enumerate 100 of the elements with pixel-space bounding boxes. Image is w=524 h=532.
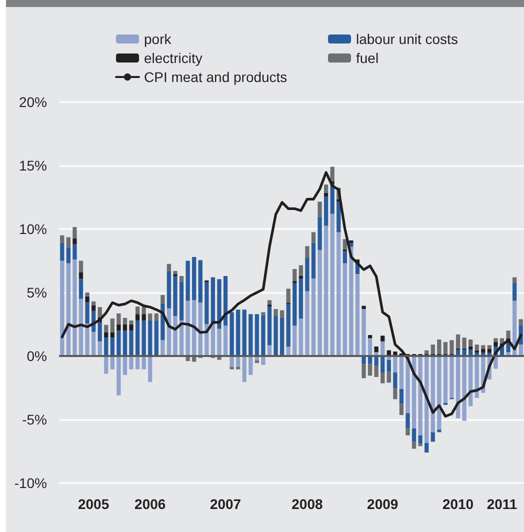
- bar: [292, 269, 297, 282]
- bar: [342, 251, 347, 264]
- bar: [437, 339, 442, 354]
- bar: [380, 336, 385, 342]
- bar: [450, 340, 454, 354]
- bar: [142, 320, 146, 356]
- bar: [506, 330, 510, 338]
- bar: [456, 334, 460, 348]
- bar: [122, 318, 128, 324]
- bar: [286, 304, 290, 346]
- bar: [85, 292, 90, 296]
- bar: [98, 307, 102, 318]
- bar: [267, 306, 272, 346]
- bar: [368, 364, 372, 376]
- bar: [349, 246, 354, 356]
- bar: [116, 356, 121, 396]
- bar: [418, 356, 422, 436]
- bar: [481, 349, 486, 353]
- bar: [424, 442, 429, 453]
- y-tick-label: 0%: [26, 348, 47, 364]
- bar: [305, 246, 310, 258]
- bar: [148, 313, 152, 320]
- bar: [399, 404, 404, 416]
- bar: [129, 330, 134, 356]
- bar: [474, 344, 479, 350]
- bar: [116, 313, 121, 324]
- bar: [166, 270, 172, 308]
- bar: [85, 302, 90, 324]
- bar: [406, 356, 410, 414]
- bar: [135, 314, 140, 320]
- bar: [148, 356, 152, 382]
- legend-label: electricity: [144, 50, 202, 66]
- bar: [110, 338, 114, 356]
- bar: [512, 282, 517, 301]
- bar: [298, 276, 303, 279]
- bar: [518, 319, 523, 326]
- bar: [362, 306, 366, 310]
- bar: [91, 332, 96, 356]
- bar: [173, 270, 178, 274]
- x-tick-label: 2009: [367, 496, 398, 512]
- bar: [412, 428, 416, 442]
- bar: [236, 366, 240, 370]
- bar: [104, 356, 108, 374]
- bar: [142, 356, 146, 370]
- bar: [230, 312, 234, 356]
- bar: [305, 291, 310, 356]
- y-tick-label: 20%: [18, 94, 47, 110]
- bar: [160, 295, 165, 304]
- bar: [160, 340, 165, 356]
- y-tick-label: 5%: [26, 284, 47, 300]
- bar: [468, 339, 473, 346]
- bar: [242, 356, 246, 382]
- bar: [91, 305, 96, 311]
- bar: [116, 330, 121, 356]
- bar: [512, 277, 517, 283]
- bar: [450, 356, 454, 398]
- bar: [342, 239, 347, 250]
- bar: [104, 338, 108, 356]
- bar: [274, 316, 278, 356]
- bar: [324, 184, 328, 193]
- y-tick-label: -10%: [14, 475, 47, 491]
- bar: [60, 242, 64, 261]
- bar: [104, 324, 108, 333]
- bar: [386, 372, 391, 383]
- bar: [418, 435, 422, 444]
- bar: [318, 216, 322, 250]
- bar: [280, 317, 284, 356]
- x-tick-label: 2008: [292, 496, 323, 512]
- bar: [474, 350, 479, 353]
- bar: [254, 360, 260, 363]
- bar: [481, 345, 486, 350]
- bar: [406, 413, 410, 428]
- bar: [248, 314, 253, 356]
- bar: [154, 313, 158, 320]
- bar: [274, 309, 278, 316]
- bar: [60, 260, 64, 356]
- bar: [60, 235, 64, 243]
- bar: [386, 360, 391, 372]
- bar: [399, 356, 404, 390]
- bar: [487, 349, 492, 353]
- bar: [142, 314, 146, 320]
- bar: [129, 356, 134, 370]
- bar: [280, 310, 284, 318]
- bar: [192, 300, 196, 356]
- bar: [192, 256, 196, 300]
- bar: [122, 356, 128, 376]
- bar: [78, 298, 84, 356]
- bar: [336, 202, 341, 232]
- bar: [267, 300, 272, 305]
- bar: [494, 342, 498, 346]
- bar: [311, 232, 316, 243]
- bar: [418, 444, 422, 446]
- bar: [72, 244, 77, 260]
- bar: [443, 356, 448, 403]
- legend-label: labour unit costs: [356, 31, 458, 47]
- bar: [173, 276, 178, 316]
- bar: [186, 260, 190, 301]
- bar: [198, 260, 202, 303]
- bar: [368, 338, 372, 356]
- bar: [217, 328, 222, 356]
